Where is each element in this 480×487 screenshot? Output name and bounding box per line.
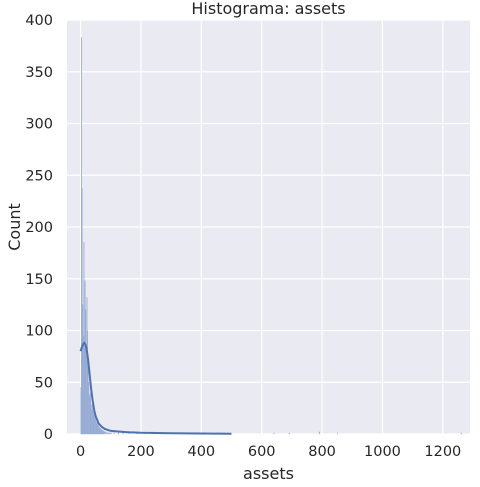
histogram-bar — [337, 432, 338, 435]
histogram-bar — [122, 432, 124, 435]
y-tick-label: 350 — [25, 65, 53, 81]
histogram-bar — [273, 432, 275, 435]
histogram-bar — [460, 432, 462, 435]
histogram-bar — [104, 431, 106, 435]
histogram-bar — [110, 432, 112, 435]
grid-lines — [67, 19, 470, 435]
histogram-bar — [109, 432, 111, 435]
y-tick-label: 50 — [35, 375, 53, 391]
y-tick-label: 0 — [44, 427, 53, 443]
chart-title: Histograma: assets — [191, 0, 345, 18]
histogram-bar — [318, 431, 320, 435]
x-tick-labels: 0 200 400 600 800 1000 1200 — [76, 444, 461, 460]
x-tick-label: 600 — [248, 444, 276, 460]
y-tick-label: 250 — [25, 168, 53, 184]
y-tick-label: 400 — [25, 13, 53, 29]
histogram-bar — [105, 431, 107, 435]
x-tick-label: 200 — [127, 444, 155, 460]
kde-curve — [79, 341, 232, 435]
y-tick-labels: 0 50 100 150 200 250 300 350 400 — [25, 13, 53, 443]
y-tick-label: 100 — [25, 324, 53, 340]
y-tick-label: 150 — [25, 272, 53, 288]
y-tick-label: 200 — [25, 220, 53, 236]
y-axis-title: Count — [5, 203, 24, 251]
histogram-bar — [83, 242, 85, 435]
histogram-bar — [118, 432, 120, 435]
x-axis-title: assets — [243, 464, 294, 483]
histogram-bar — [108, 432, 110, 435]
x-tick-label: 1200 — [424, 444, 461, 460]
x-tick-label: 0 — [76, 444, 85, 460]
x-tick-label: 1000 — [364, 444, 401, 460]
histogram-bar — [106, 432, 108, 435]
histogram-bar — [113, 432, 115, 435]
y-tick-label: 300 — [25, 117, 53, 133]
histogram-bars — [80, 37, 462, 435]
histogram-bar — [288, 432, 290, 435]
x-tick-label: 400 — [187, 444, 215, 460]
x-tick-label: 800 — [308, 444, 336, 460]
